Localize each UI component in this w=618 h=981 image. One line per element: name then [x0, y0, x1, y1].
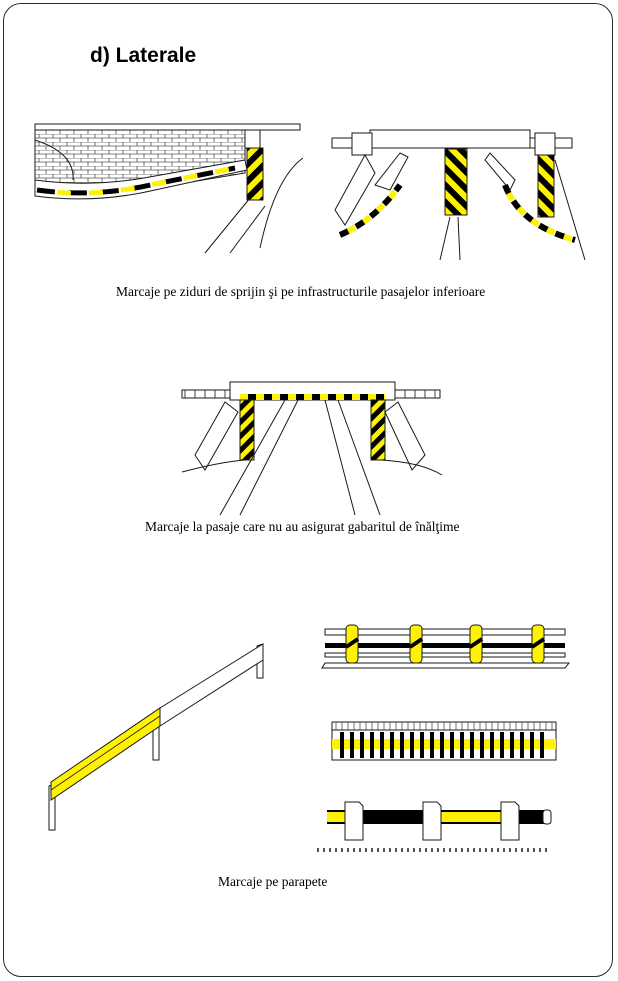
- section-title: d) Laterale: [90, 44, 197, 67]
- retaining-wall-illustration: [34, 123, 304, 254]
- balustrade-illustration: [331, 721, 557, 761]
- post-rail-illustration: [317, 801, 552, 852]
- guardrail-perspective-illustration: [48, 643, 264, 831]
- caption-low-clearance: Marcaje la pasaje care nu au asigurat ga…: [145, 519, 460, 534]
- guardrail-blocks-illustration: [321, 624, 571, 669]
- low-clearance-illustration: [181, 381, 443, 516]
- caption-retaining-walls: Marcaje pe ziduri de sprijin şi pe infra…: [116, 284, 486, 299]
- underpass-pier-illustration: [331, 129, 586, 261]
- caption-parapets: Marcaje pe parapete: [218, 874, 328, 889]
